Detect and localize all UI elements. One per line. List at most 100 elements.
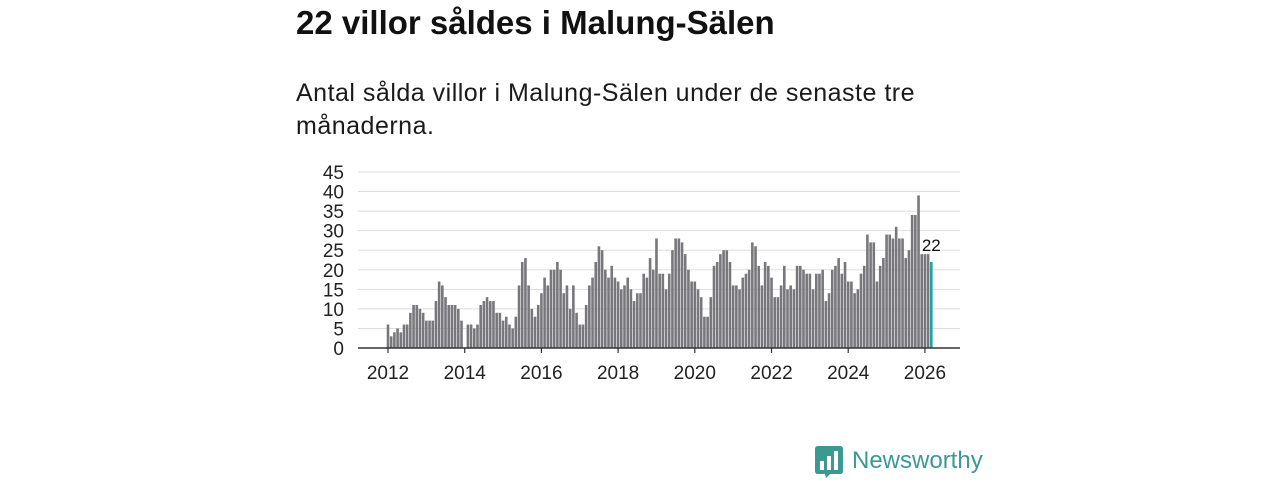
bar: [613, 277, 617, 348]
bar: [706, 316, 709, 348]
bar: [412, 304, 415, 348]
bar: [476, 324, 479, 348]
bar: [795, 265, 799, 348]
bar: [862, 265, 866, 348]
bar: [709, 297, 713, 348]
bar: [431, 320, 435, 348]
bar: [872, 242, 876, 348]
bar: [565, 285, 569, 348]
bar: [850, 281, 853, 348]
y-tick-label: 40: [323, 183, 344, 204]
bar: [639, 293, 642, 348]
bar: [421, 312, 425, 348]
bar: [875, 281, 879, 348]
bar: [882, 258, 885, 348]
bar: [722, 250, 725, 348]
bar: [699, 297, 703, 348]
bar: [632, 301, 636, 348]
bar: [498, 312, 502, 348]
bar: [466, 324, 470, 348]
y-tick-label: 35: [323, 202, 344, 223]
bar: [651, 269, 655, 348]
bar: [760, 285, 764, 348]
bar: [783, 265, 786, 348]
bar: [635, 293, 639, 348]
bar: [530, 308, 534, 348]
bar: [568, 308, 572, 348]
bar: [441, 285, 444, 348]
bar: [789, 285, 792, 348]
bar: [485, 297, 489, 348]
bar: [450, 304, 454, 348]
bar: [572, 285, 575, 348]
bar: [492, 301, 495, 348]
bar: [620, 289, 623, 348]
bar: [667, 273, 671, 348]
bar: [584, 304, 588, 348]
bar: [715, 261, 719, 348]
x-tick-label: 2016: [520, 363, 562, 384]
bar: [904, 258, 908, 348]
bar: [917, 195, 920, 348]
bar: [552, 269, 556, 348]
bar: [604, 269, 607, 348]
bar: [866, 234, 869, 348]
bar: [747, 269, 751, 348]
bar: [527, 285, 530, 348]
bar: [610, 265, 614, 348]
bar: [517, 285, 521, 348]
bar: [808, 273, 812, 348]
bar: [559, 269, 562, 348]
y-tick-label: 5: [333, 319, 344, 340]
bar: [629, 289, 633, 348]
bar: [482, 301, 486, 348]
bar: [536, 304, 540, 348]
x-tick-label: 2020: [674, 363, 716, 384]
bar: [914, 215, 917, 348]
bar: [514, 316, 518, 348]
highlight-value-label: 22: [922, 236, 941, 255]
bar: [735, 285, 738, 348]
logo-bar-3: [834, 451, 838, 470]
bar: [719, 254, 722, 348]
bar: [674, 238, 677, 348]
bar: [658, 273, 661, 348]
bar: [869, 242, 872, 348]
bar: [677, 238, 681, 348]
bar: [597, 246, 601, 348]
newsworthy-logo-link[interactable]: Newsworthy: [815, 446, 983, 478]
x-tick-label: 2012: [367, 363, 409, 384]
bar: [786, 289, 789, 348]
bar: [508, 324, 511, 348]
bar: [901, 238, 904, 348]
bar: [846, 281, 850, 348]
bar: [444, 297, 447, 348]
bar: [399, 332, 403, 348]
y-tick-label: 10: [323, 300, 344, 321]
bar: [792, 289, 796, 348]
bar: [578, 324, 582, 348]
bar: [885, 234, 888, 348]
bar: [754, 246, 757, 348]
bar: [402, 324, 406, 348]
bar: [690, 281, 693, 348]
bar: [616, 281, 620, 348]
bar: [479, 304, 482, 348]
bar: [405, 324, 409, 348]
bar: [472, 328, 476, 348]
newsworthy-logo-icon: [815, 446, 843, 478]
chart-title: 22 villor såldes i Malung-Sälen: [296, 4, 775, 41]
bar: [594, 261, 598, 348]
bar: [731, 285, 735, 348]
bar: [511, 328, 514, 348]
bar: [840, 273, 844, 348]
bar: [386, 324, 390, 348]
bar: [696, 289, 700, 348]
bar: [396, 328, 399, 348]
x-tick-label: 2022: [750, 363, 792, 384]
bar: [859, 273, 863, 348]
bar: [712, 265, 716, 348]
bar: [843, 261, 847, 348]
bar: [853, 293, 856, 348]
